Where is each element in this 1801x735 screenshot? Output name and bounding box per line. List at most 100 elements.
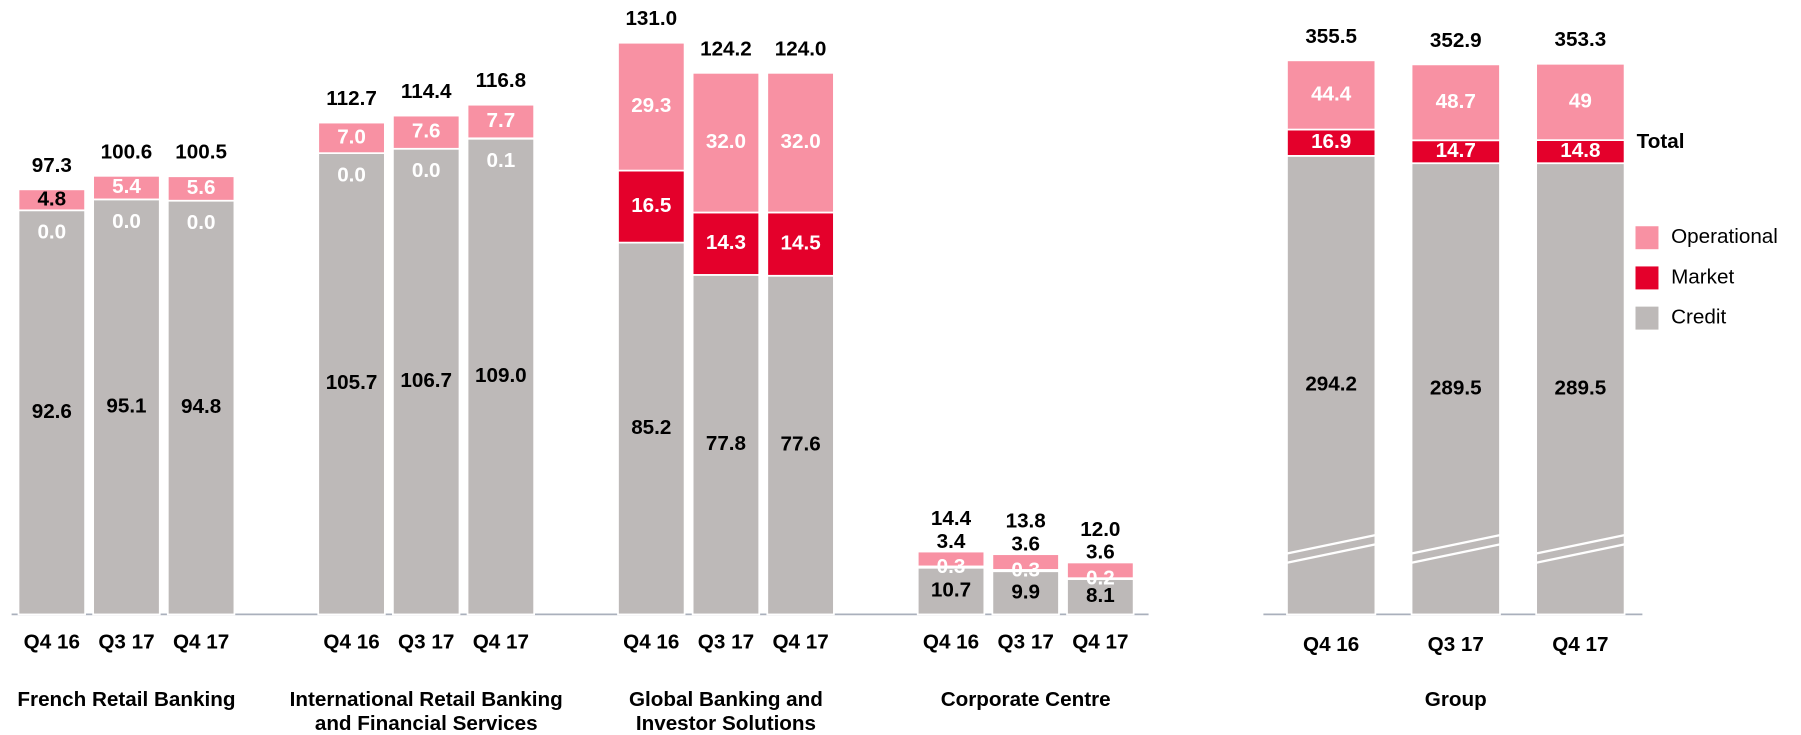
bar-segment	[17, 188, 86, 212]
bar-segment	[691, 71, 761, 214]
group-label: Group	[1425, 688, 1487, 711]
legend-label: Operational	[1671, 225, 1778, 248]
group-label: and Financial Services	[315, 712, 538, 735]
category-label: Q4 17	[173, 631, 229, 654]
value-label: 10.7	[931, 579, 971, 602]
bar-segment	[991, 570, 1060, 616]
value-label: 85.2	[631, 416, 671, 439]
bar-segment	[92, 174, 161, 201]
legend-swatch	[1635, 266, 1659, 290]
bar-segment	[1066, 561, 1135, 580]
bar-segment	[392, 147, 461, 616]
value-label: 109.0	[475, 364, 527, 387]
value-label: 0.0	[37, 221, 66, 244]
value-label: 8.1	[1086, 584, 1115, 607]
value-label: 9.9	[1011, 580, 1040, 603]
category-label: Q4 17	[1552, 633, 1608, 656]
bar-segment	[766, 211, 835, 277]
value-label: 16.5	[631, 194, 671, 217]
category-label: Q3 17	[1428, 633, 1484, 656]
total-label: 12.0	[1080, 518, 1120, 541]
legend-label: Credit	[1671, 306, 1726, 329]
total-label: 13.8	[1006, 509, 1046, 532]
value-label: 48.7	[1436, 90, 1476, 113]
category-label: Q4 17	[1072, 631, 1128, 654]
value-label: 0.3	[937, 555, 966, 578]
value-label: 294.2	[1305, 373, 1357, 396]
value-label: 49	[1569, 89, 1592, 112]
value-label: 0.2	[1086, 567, 1115, 590]
value-label: 105.7	[326, 371, 378, 394]
value-label: 7.6	[412, 120, 441, 143]
legend-swatch	[1635, 306, 1659, 330]
axis-break	[1286, 534, 1376, 555]
category-label: Q3 17	[98, 631, 154, 654]
bar-segment	[1066, 578, 1135, 616]
value-label: 0.0	[187, 211, 216, 234]
total-label: 112.7	[326, 87, 377, 110]
value-label: 4.8	[37, 187, 66, 210]
bar-segment	[166, 175, 236, 202]
total-label: 131.0	[625, 7, 677, 30]
total-annotation: Total	[1637, 130, 1685, 153]
value-label: 7.7	[486, 109, 515, 132]
bar-segment	[691, 274, 761, 616]
total-label: 124.0	[775, 37, 827, 60]
category-label: Q3 17	[698, 631, 754, 654]
total-label: 116.8	[476, 69, 527, 92]
total-label: 114.4	[401, 80, 452, 103]
bar-segment	[1410, 63, 1501, 142]
value-label: 5.4	[112, 175, 141, 198]
category-label: Q3 17	[998, 631, 1054, 654]
value-label: 32.0	[780, 130, 820, 153]
bar-segment	[166, 199, 236, 616]
axis-break	[1535, 543, 1625, 564]
bar-segment	[466, 137, 536, 616]
axis-break	[1286, 543, 1376, 564]
axis-break	[1411, 543, 1501, 564]
total-label: 14.4	[931, 507, 972, 530]
total-label: 353.3	[1555, 28, 1607, 51]
bar-segment	[617, 41, 686, 172]
value-label: 0.0	[412, 159, 441, 182]
group-label: Investor Solutions	[636, 712, 816, 735]
value-label: 3.6	[1086, 541, 1115, 564]
group-label: International Retail Banking	[290, 688, 563, 711]
category-label: Q4 17	[473, 631, 529, 654]
total-label: 100.5	[175, 141, 227, 164]
group-label: Corporate Centre	[941, 688, 1111, 711]
bar-segment	[317, 121, 386, 154]
bar-segment	[766, 71, 835, 214]
legend-label: Market	[1671, 265, 1734, 288]
bar-segment	[92, 198, 161, 616]
value-label: 14.5	[780, 232, 820, 255]
value-label: 32.0	[706, 130, 746, 153]
category-label: Q4 16	[923, 631, 979, 654]
value-label: 16.9	[1311, 130, 1351, 153]
value-label: 106.7	[400, 369, 452, 392]
total-label: 97.3	[32, 154, 72, 177]
value-label: 0.0	[112, 210, 141, 233]
value-label: 14.8	[1560, 139, 1600, 162]
group-label: Global Banking and	[629, 688, 823, 711]
bar-segment	[1286, 128, 1377, 157]
group-label: French Retail Banking	[17, 688, 235, 711]
bar-segment	[17, 209, 86, 616]
axis-break	[1535, 534, 1625, 555]
total-label: 124.2	[700, 37, 752, 60]
axis-break	[1411, 534, 1501, 555]
bar-segment	[1535, 62, 1626, 141]
bar-segment	[766, 274, 835, 616]
bar-segment	[392, 114, 461, 150]
bar-segment	[617, 241, 686, 616]
bar-segment	[991, 553, 1060, 571]
total-label: 355.5	[1305, 25, 1357, 48]
bar-segment	[317, 152, 386, 616]
value-label: 0.3	[1011, 559, 1040, 582]
bar-segment	[916, 550, 986, 568]
bar-segment	[466, 103, 536, 140]
category-label: Q4 16	[623, 631, 679, 654]
category-label: Q4 16	[24, 631, 80, 654]
value-label: 92.6	[32, 400, 72, 423]
